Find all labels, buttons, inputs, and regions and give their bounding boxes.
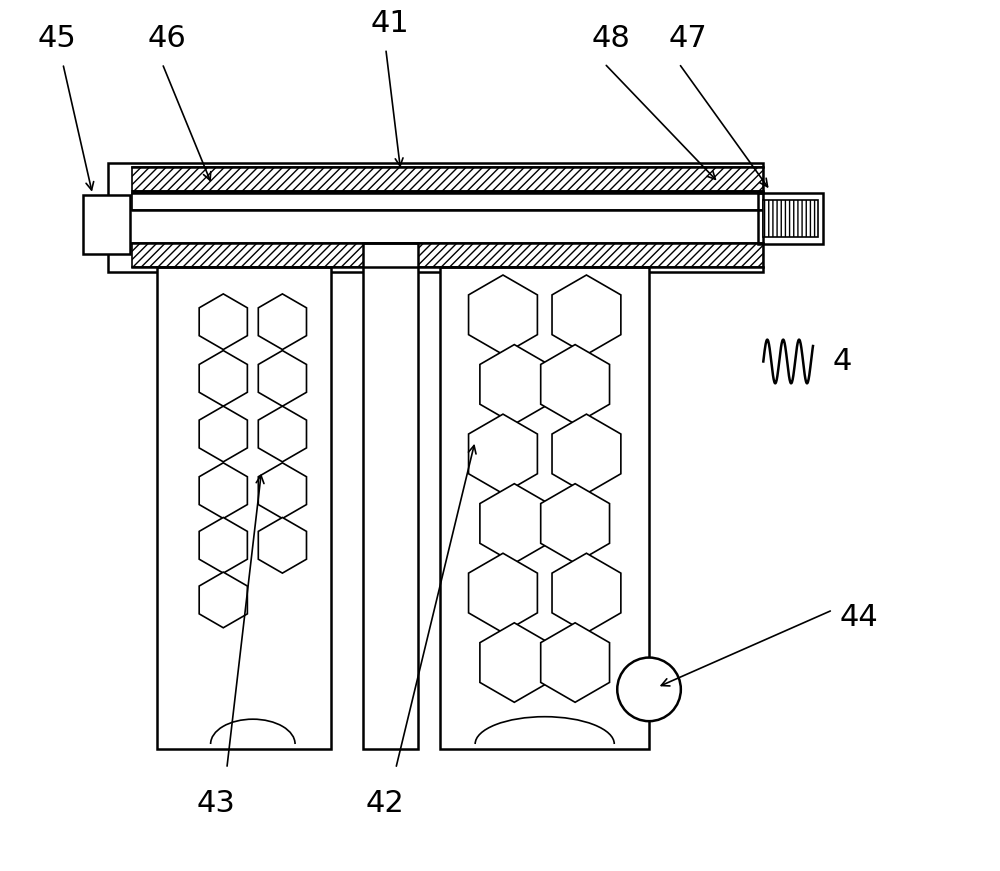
Bar: [440, 267, 649, 749]
Text: 43: 43: [197, 789, 236, 818]
Polygon shape: [541, 623, 610, 702]
Polygon shape: [469, 553, 537, 632]
Text: 46: 46: [147, 24, 186, 53]
Polygon shape: [469, 414, 537, 494]
Polygon shape: [469, 275, 537, 354]
Polygon shape: [258, 517, 306, 573]
Bar: [363, 243, 418, 749]
Polygon shape: [552, 275, 621, 354]
Bar: [132, 166, 763, 191]
Bar: [763, 199, 818, 237]
Polygon shape: [258, 406, 306, 462]
Polygon shape: [480, 345, 549, 424]
Polygon shape: [199, 517, 247, 573]
Bar: [132, 192, 763, 211]
Polygon shape: [199, 572, 247, 628]
Polygon shape: [199, 463, 247, 518]
Text: 42: 42: [366, 789, 405, 818]
Text: 4: 4: [833, 347, 852, 376]
Bar: [83, 194, 130, 254]
Polygon shape: [258, 463, 306, 518]
Bar: [157, 267, 331, 749]
Circle shape: [617, 658, 681, 721]
Polygon shape: [480, 483, 549, 564]
Polygon shape: [541, 483, 610, 564]
Text: 48: 48: [591, 24, 630, 53]
Text: 44: 44: [840, 604, 879, 632]
Polygon shape: [480, 623, 549, 702]
Polygon shape: [199, 406, 247, 462]
Polygon shape: [552, 414, 621, 494]
Text: 45: 45: [38, 24, 77, 53]
Polygon shape: [258, 294, 306, 349]
Polygon shape: [199, 350, 247, 406]
Polygon shape: [199, 294, 247, 349]
Polygon shape: [552, 553, 621, 632]
Polygon shape: [541, 345, 610, 424]
Text: 41: 41: [371, 9, 410, 38]
Polygon shape: [258, 350, 306, 406]
Text: 47: 47: [669, 24, 708, 53]
Bar: [108, 163, 763, 272]
Bar: [132, 243, 763, 267]
Bar: [758, 192, 823, 244]
